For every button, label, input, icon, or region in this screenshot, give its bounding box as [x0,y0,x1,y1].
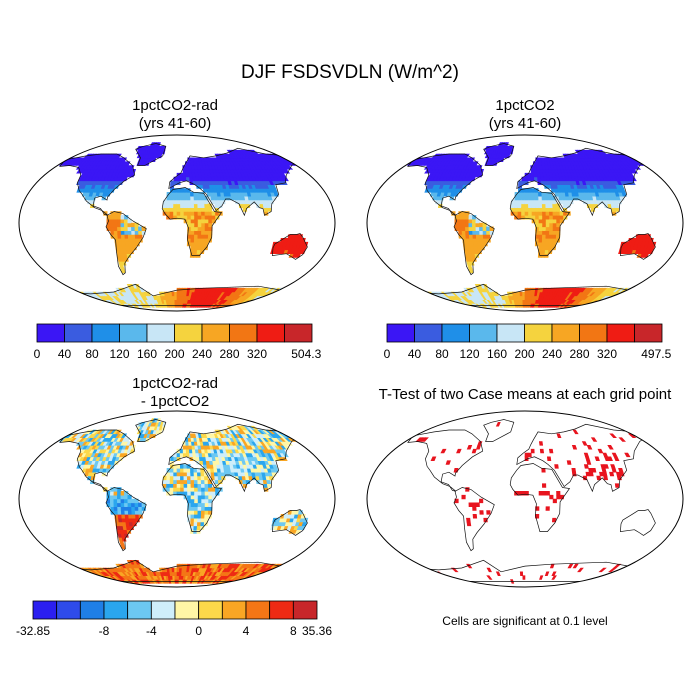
panel-2-title-line1: 1pctCO2 [495,97,555,114]
colorbar-swatch [198,600,223,620]
panel-4-title: T-Test of two Case means at each grid po… [355,386,695,404]
colorbar-tick-label: 80 [85,347,99,361]
map-1pctco2 [366,134,684,312]
panel-1-title-line1: 1pctCO2-rad [132,97,218,114]
colorbar-swatch [56,600,81,620]
colorbar-tick-label: 35.36 [301,624,333,638]
colorbar-swatch [551,323,580,343]
colorbar-swatch [36,323,65,343]
colorbar-tick-label: 0 [195,624,202,638]
colorbar-tick-label: 40 [407,347,422,361]
colorbar-swatch [579,323,608,343]
coastlines [407,419,656,582]
colorbar-swatch [441,323,470,343]
colorbar-tick-label: 504.3 [291,347,322,361]
colorbar-tick-label: 120 [109,347,130,361]
colorbar-tick-label: 40 [57,347,72,361]
colorbar-swatch [174,323,203,343]
map-1pctco2-rad [18,134,336,312]
colorbar-swatch [119,323,148,343]
colorbar-swatch [634,323,663,343]
colorbar-tick-label: 0 [33,347,41,361]
colorbar-swatch [201,323,230,343]
map-ttest [366,410,684,588]
colorbar-swatch [606,323,635,343]
colorbar-tick-label: -8 [98,624,110,638]
colorbar-tick-label: 80 [435,347,449,361]
map-outline [366,134,684,312]
colorbar-swatch [386,323,415,343]
colorbar-swatch [221,600,247,620]
map-outline [18,410,336,588]
panel-2-title-line2: (yrs 41-60) [488,115,562,132]
colorbar-swatch [284,323,313,343]
panel-2-title: 1pctCO2 (yrs 41-60) [425,97,625,133]
colorbar-swatch [469,323,498,343]
colorbar-tick-label: 0 [383,347,391,361]
colorbar-swatch [524,323,553,343]
colorbar-tick-label: 160 [136,347,158,361]
colorbar-tick-label: 4 [242,624,250,638]
colorbar-swatch [256,323,285,343]
panel-3-title: 1pctCO2-rad - 1pctCO2 [75,375,275,411]
colorbar-swatch [414,323,443,343]
colorbar-1 [36,323,313,343]
colorbar-tick-label: 320 [246,347,268,361]
colorbar-2 [386,323,663,343]
map-outline [18,134,336,312]
map-outline [366,410,684,588]
colorbar-tick-label: 240 [191,347,213,361]
panel-1-title: 1pctCO2-rad (yrs 41-60) [75,97,275,133]
colorbar-tick-label: 280 [569,347,590,361]
colorbar-swatch [269,600,294,620]
colorbar-swatch [292,600,318,620]
colorbar-swatch [150,600,176,620]
colorbar-swatch [174,600,200,620]
colorbar-swatch [79,600,105,620]
panel-4-title-line1: T-Test of two Case means at each grid po… [378,386,672,403]
colorbar-tick-label: -4 [145,624,157,638]
coastlines [407,143,656,306]
colorbar-tick-label: 280 [219,347,240,361]
map-cells [415,422,637,584]
colorbar-2-labels: 0 40 80 120 160 200 240 280 320 497.5 [384,347,672,363]
map-difference [18,410,336,588]
colorbar-swatch [245,600,271,620]
colorbar-tick-label: 8 [289,624,297,638]
colorbar-swatch [64,323,93,343]
colorbar-swatch [496,323,525,343]
colorbar-3-labels: -32.85 -8 -4 0 4 8 35.36 [16,624,332,640]
colorbar-swatch [127,600,152,620]
colorbar-tick-label: 120 [459,347,480,361]
colorbar-swatch [229,323,258,343]
coastlines [59,419,308,582]
colorbar-tick-label: 497.5 [641,347,672,361]
colorbar-1-labels: 0 40 80 120 160 200 240 280 320 504.3 [34,347,322,363]
figure-title: DJF FSDSVDLN (W/m^2) [241,62,459,83]
panel-3-title-line1: 1pctCO2-rad [132,375,218,392]
panel-1-title-line2: (yrs 41-60) [138,115,212,132]
significance-note: Cells are significant at 0.1 level [442,614,608,628]
panel-3-title-line2: - 1pctCO2 [140,393,210,410]
colorbar-swatch [91,323,120,343]
colorbar-tick-label: 200 [514,347,535,361]
colorbar-swatch [103,600,129,620]
colorbar-tick-label: 200 [164,347,185,361]
colorbar-tick-label: 160 [486,347,508,361]
coastlines [59,143,308,306]
colorbar-tick-label: -32.85 [15,624,51,638]
colorbar-swatch [32,600,58,620]
colorbar-tick-label: 320 [596,347,618,361]
colorbar-3 [32,600,318,620]
colorbar-tick-label: 240 [541,347,563,361]
colorbar-swatch [146,323,175,343]
